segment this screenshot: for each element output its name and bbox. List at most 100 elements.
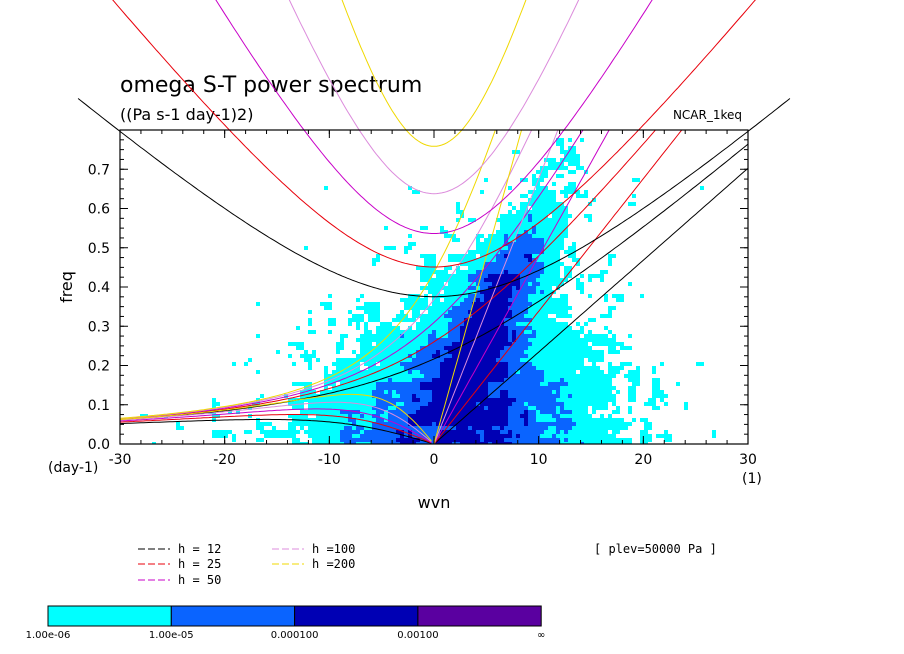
- power-cell: [472, 286, 476, 290]
- power-cell: [648, 426, 652, 430]
- power-cell: [472, 306, 476, 310]
- power-cell: [604, 326, 608, 330]
- power-cell: [596, 406, 600, 410]
- power-cell: [476, 358, 480, 362]
- power-cell: [544, 330, 548, 334]
- power-cell: [400, 390, 404, 394]
- power-cell: [512, 282, 516, 286]
- power-cell: [560, 370, 564, 374]
- power-cell: [412, 362, 416, 366]
- power-cell: [436, 362, 440, 366]
- power-cell: [416, 266, 420, 270]
- power-cell: [368, 346, 372, 350]
- power-cell: [472, 434, 476, 438]
- power-cell: [260, 422, 264, 426]
- power-cell: [544, 262, 548, 266]
- power-cell: [500, 398, 504, 402]
- power-cell: [564, 186, 568, 190]
- power-cell: [492, 354, 496, 358]
- power-cell: [488, 382, 492, 386]
- power-cell: [412, 378, 416, 382]
- power-cell: [516, 218, 520, 222]
- power-cell: [400, 386, 404, 390]
- power-cell: [520, 306, 524, 310]
- power-cell: [456, 366, 460, 370]
- power-cell: [568, 426, 572, 430]
- power-cell: [556, 206, 560, 210]
- power-cell: [348, 358, 352, 362]
- power-cell: [424, 274, 428, 278]
- power-cell: [528, 226, 532, 230]
- power-cell: [468, 342, 472, 346]
- power-cell: [596, 390, 600, 394]
- power-cell: [536, 242, 540, 246]
- power-cell: [588, 202, 592, 206]
- power-cell: [500, 422, 504, 426]
- power-cell: [476, 238, 480, 242]
- power-cell: [520, 222, 524, 226]
- power-cell: [484, 274, 488, 278]
- power-cell: [336, 362, 340, 366]
- power-cell: [436, 286, 440, 290]
- power-cell: [628, 410, 632, 414]
- power-cell: [456, 362, 460, 366]
- power-cell: [504, 322, 508, 326]
- power-cell: [428, 334, 432, 338]
- power-cell: [560, 242, 564, 246]
- power-cell: [408, 366, 412, 370]
- power-cell: [368, 358, 372, 362]
- power-cell: [364, 402, 368, 406]
- power-cell: [516, 250, 520, 254]
- power-cell: [516, 434, 520, 438]
- power-cell: [300, 410, 304, 414]
- power-cell: [552, 390, 556, 394]
- power-cell: [404, 406, 408, 410]
- power-cell: [440, 318, 444, 322]
- power-cell: [524, 290, 528, 294]
- power-cell: [444, 234, 448, 238]
- power-cell: [616, 294, 620, 298]
- power-cell: [388, 330, 392, 334]
- power-cell: [492, 390, 496, 394]
- power-cell: [508, 302, 512, 306]
- power-cell: [452, 366, 456, 370]
- power-cell: [352, 366, 356, 370]
- power-cell: [352, 350, 356, 354]
- power-cell: [520, 398, 524, 402]
- power-cell: [528, 410, 532, 414]
- power-cell: [300, 342, 304, 346]
- power-cell: [464, 442, 468, 444]
- power-cell: [520, 206, 524, 210]
- power-cell: [496, 258, 500, 262]
- power-cell: [532, 370, 536, 374]
- power-cell: [452, 346, 456, 350]
- power-cell: [248, 430, 252, 434]
- power-cell: [448, 354, 452, 358]
- power-cell: [364, 394, 368, 398]
- power-cell: [464, 434, 468, 438]
- power-cell: [700, 186, 704, 190]
- power-cell: [464, 346, 468, 350]
- power-cell: [452, 418, 456, 422]
- power-cell: [444, 322, 448, 326]
- power-cell: [492, 274, 496, 278]
- power-cell: [580, 358, 584, 362]
- power-cell: [540, 266, 544, 270]
- power-cell: [460, 294, 464, 298]
- power-cell: [576, 406, 580, 410]
- power-cell: [460, 354, 464, 358]
- power-cell: [416, 426, 420, 430]
- power-cell: [420, 366, 424, 370]
- power-cell: [272, 434, 276, 438]
- power-cell: [372, 346, 376, 350]
- power-cell: [536, 238, 540, 242]
- power-cell: [488, 286, 492, 290]
- power-cell: [436, 290, 440, 294]
- power-cell: [644, 438, 648, 442]
- power-cell: [332, 374, 336, 378]
- power-cell: [572, 374, 576, 378]
- power-cell: [452, 274, 456, 278]
- power-cell: [224, 430, 228, 434]
- power-cell: [624, 374, 628, 378]
- power-cell: [488, 398, 492, 402]
